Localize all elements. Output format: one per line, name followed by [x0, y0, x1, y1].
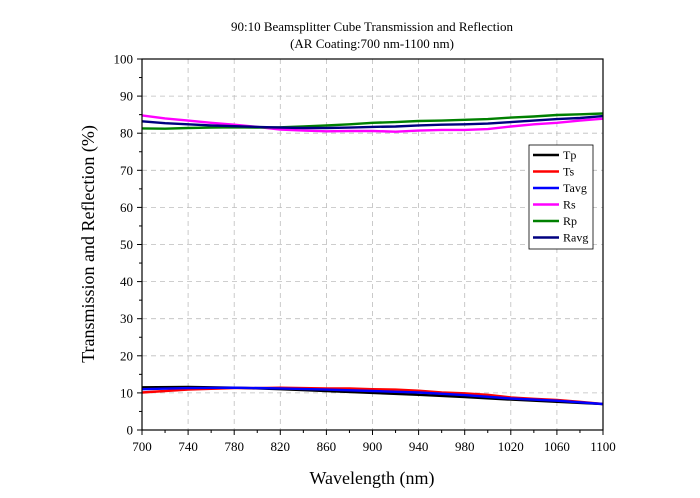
y-axis-title: Transmission and Reflection (%): [78, 125, 99, 363]
y-tick-label: 100: [114, 52, 134, 67]
y-tick-label: 90: [120, 89, 133, 104]
x-tick-label: 1100: [590, 439, 616, 454]
x-tick-label: 1060: [544, 439, 570, 454]
legend-box: [528, 144, 594, 250]
legend-label-rp: Rp: [563, 214, 577, 228]
legend-label-ts: Ts: [563, 165, 574, 179]
x-tick-label: 900: [363, 439, 383, 454]
x-tick-label: 940: [409, 439, 429, 454]
series-line-tavg: [141, 386, 604, 406]
x-tick-label: 980: [455, 439, 475, 454]
x-tick-label: 860: [317, 439, 337, 454]
chart-subtitle: (AR Coating:700 nm-1100 nm): [290, 36, 454, 51]
chart-title: 90:10 Beamsplitter Cube Transmission and…: [231, 19, 514, 34]
legend-label-ravg: Ravg: [563, 231, 588, 245]
x-tick-label: 1020: [498, 439, 524, 454]
x-tick-label: 740: [178, 439, 198, 454]
legend: Tp Ts Tavg Rs Rp Ravg: [528, 144, 594, 250]
legend-label-rs: Rs: [563, 198, 576, 212]
legend-label-tavg: Tavg: [563, 181, 587, 195]
x-axis-title: Wavelength (nm): [309, 468, 434, 489]
y-tick-label: 40: [120, 274, 133, 289]
x-tick-label: 780: [224, 439, 244, 454]
y-tick-label: 70: [120, 163, 133, 178]
y-tick-label: 10: [120, 385, 133, 400]
y-tick-label: 50: [120, 237, 133, 252]
series-line-rs: [141, 114, 604, 133]
grid-lines: [142, 59, 603, 430]
y-tick-label: 60: [120, 200, 133, 215]
y-tick-label: 0: [127, 423, 134, 438]
axis-ticks: 700 740 780 820 860 900 940 980 1020 1060 11000102…: [114, 52, 616, 455]
y-tick-label: 20: [120, 348, 133, 363]
y-tick-label: 80: [120, 126, 133, 141]
legend-label-tp: Tp: [563, 148, 576, 162]
series-line-ravg: [141, 114, 604, 130]
y-tick-label: 30: [120, 311, 133, 326]
series-line-rp: [141, 112, 604, 130]
x-tick-label: 820: [271, 439, 291, 454]
series-layer: [141, 112, 604, 406]
x-tick-label: 700: [132, 439, 152, 454]
